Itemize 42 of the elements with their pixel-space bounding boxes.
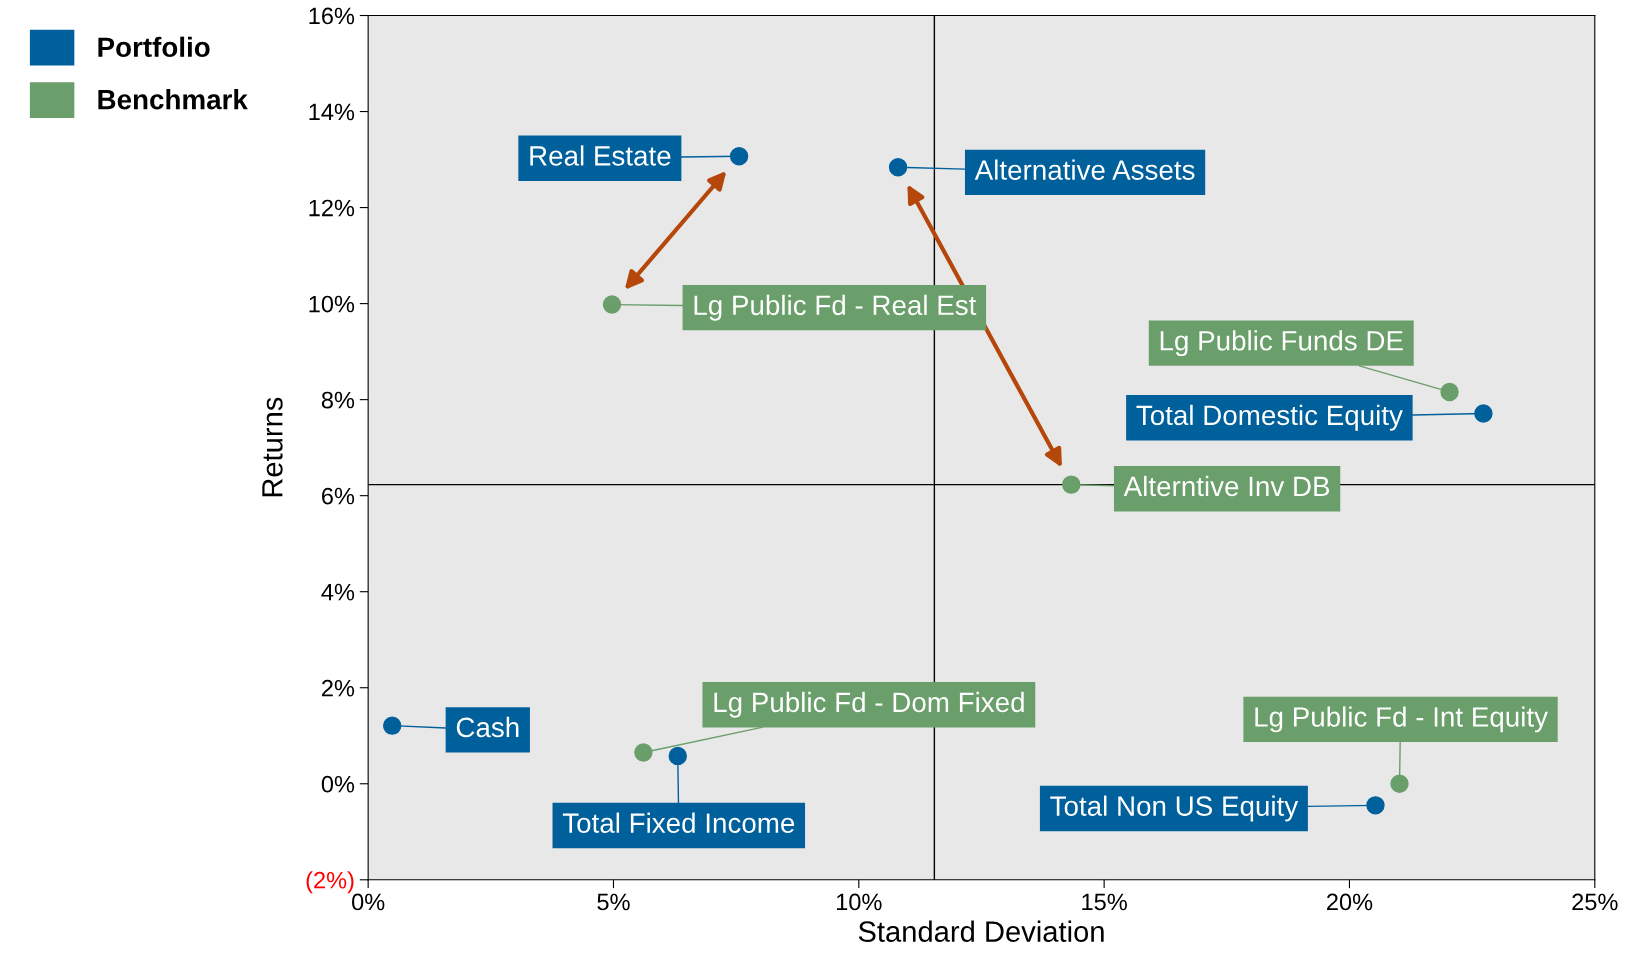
x-tick-label: 5%: [597, 893, 630, 911]
annotation: Alternative Assets: [974, 159, 1195, 180]
point: [1390, 774, 1409, 793]
point: [1062, 475, 1081, 494]
x-tick-label: 10%: [836, 893, 882, 911]
annotation: Real Estate: [530, 145, 671, 166]
y-tick-label: 0%: [321, 775, 355, 793]
y-tick-label: 6%: [322, 487, 355, 505]
annotation: Lg Public Funds DE: [1160, 330, 1403, 357]
point: [729, 147, 749, 166]
annotation: Total Domestic Equity: [1136, 404, 1403, 431]
x-tick-label: 15%: [1082, 893, 1127, 911]
y-tick-label: 14%: [309, 103, 355, 121]
y-tick-label: 10%: [309, 295, 355, 313]
point: [1440, 382, 1459, 402]
annotation: Cash: [456, 716, 519, 738]
annotation: Total Fixed Income: [562, 812, 795, 833]
y-tick-label: 4%: [321, 583, 355, 601]
annotation: Lg Public Fd - Dom Fixed: [714, 691, 1024, 718]
annotation: Lg Public Fd - Real Est: [694, 294, 977, 321]
y-tick-label: 12%: [309, 199, 355, 217]
y-tick-label: 8%: [321, 391, 355, 409]
annotation: Alterntive Inv DB: [1123, 475, 1330, 497]
annotation: Lg Public Fd - Int Equity: [1255, 706, 1548, 733]
x-tick-label: 25%: [1572, 893, 1618, 911]
legend-label: Benchmark: [98, 89, 248, 110]
x-tick-label: 0%: [352, 893, 385, 911]
x-tick-label: 20%: [1327, 893, 1373, 911]
y-tick-label: (2%): [306, 871, 354, 894]
legend-label: Portfolio: [98, 36, 210, 58]
point: [1474, 404, 1493, 423]
point: [634, 743, 653, 762]
y-axis-title: Returns: [262, 397, 283, 497]
y-tick-label: 16%: [309, 7, 355, 25]
point: [668, 746, 687, 766]
point: [1366, 796, 1385, 815]
point: [382, 716, 402, 735]
y-tick-label: 2%: [322, 679, 355, 697]
x-axis-title: Standard Deviation: [858, 920, 1104, 942]
annotation: Total Non US Equity: [1050, 795, 1299, 822]
point: [888, 158, 908, 177]
point: [602, 295, 622, 314]
